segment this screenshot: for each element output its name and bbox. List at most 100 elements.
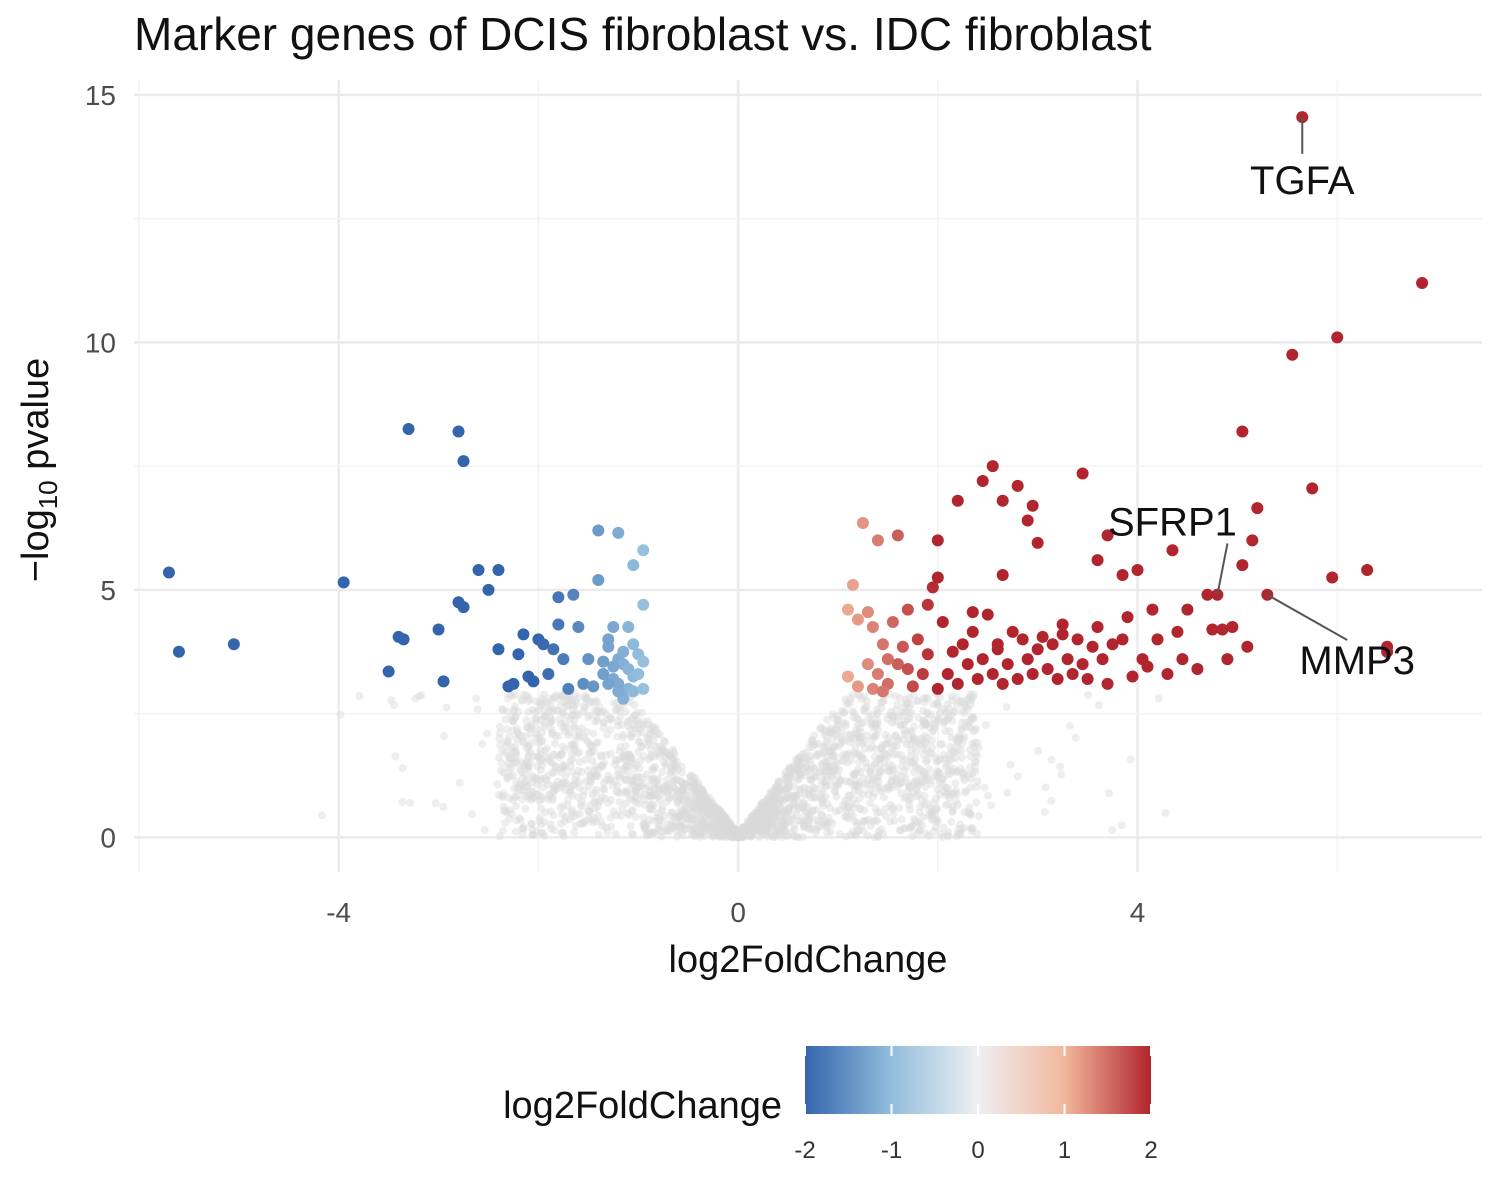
- nonsignificant-point: [555, 764, 564, 773]
- nonsignificant-point: [804, 766, 813, 775]
- nonsignificant-point: [717, 824, 726, 833]
- nonsignificant-point: [736, 827, 745, 836]
- nonsignificant-point: [921, 720, 930, 729]
- nonsignificant-point: [923, 708, 932, 717]
- nonsignificant-point: [551, 731, 560, 740]
- nonsignificant-point: [599, 718, 608, 727]
- nonsignificant-point: [727, 822, 736, 831]
- nonsignificant-point: [440, 732, 449, 741]
- nonsignificant-point: [932, 771, 941, 780]
- nonsignificant-point: [731, 828, 740, 837]
- significant-point: [1096, 653, 1109, 666]
- nonsignificant-point: [731, 830, 740, 839]
- nonsignificant-point: [787, 769, 796, 778]
- nonsignificant-point: [904, 781, 913, 790]
- nonsignificant-point: [547, 717, 556, 726]
- nonsignificant-point: [645, 800, 654, 809]
- nonsignificant-point: [854, 733, 863, 742]
- nonsignificant-point: [734, 831, 743, 840]
- x-axis-title: log2FoldChange: [669, 939, 948, 981]
- nonsignificant-point: [922, 829, 931, 838]
- significant-point: [592, 524, 605, 537]
- nonsignificant-point: [734, 831, 743, 840]
- nonsignificant-point: [870, 774, 879, 783]
- nonsignificant-point: [560, 761, 569, 770]
- nonsignificant-point: [747, 826, 756, 835]
- nonsignificant-point: [851, 799, 860, 808]
- nonsignificant-point: [781, 774, 790, 783]
- nonsignificant-point: [664, 793, 673, 802]
- nonsignificant-point: [627, 829, 636, 838]
- nonsignificant-point: [559, 828, 568, 837]
- nonsignificant-point: [987, 801, 996, 810]
- nonsignificant-point: [874, 778, 883, 787]
- nonsignificant-point: [591, 762, 600, 771]
- nonsignificant-point: [817, 759, 826, 768]
- nonsignificant-point: [512, 791, 521, 800]
- nonsignificant-point: [730, 828, 739, 837]
- nonsignificant-point: [666, 752, 675, 761]
- significant-point: [921, 598, 934, 611]
- nonsignificant-point: [631, 793, 640, 802]
- nonsignificant-point: [784, 807, 793, 816]
- nonsignificant-point: [700, 823, 709, 832]
- nonsignificant-point: [576, 819, 585, 828]
- nonsignificant-point: [644, 782, 653, 791]
- nonsignificant-point: [656, 749, 665, 758]
- nonsignificant-point: [615, 703, 624, 712]
- nonsignificant-point: [538, 794, 547, 803]
- nonsignificant-point: [536, 765, 545, 774]
- nonsignificant-point: [800, 822, 809, 831]
- nonsignificant-point: [596, 797, 605, 806]
- nonsignificant-point: [848, 707, 857, 716]
- nonsignificant-point: [585, 711, 594, 720]
- nonsignificant-point: [642, 733, 651, 742]
- nonsignificant-point: [706, 824, 715, 833]
- nonsignificant-point: [628, 795, 637, 804]
- nonsignificant-point: [719, 813, 728, 822]
- nonsignificant-point: [752, 820, 761, 829]
- nonsignificant-point: [765, 802, 774, 811]
- nonsignificant-point: [647, 787, 656, 796]
- significant-point: [901, 663, 914, 676]
- nonsignificant-point: [789, 800, 798, 809]
- nonsignificant-point: [496, 766, 505, 775]
- nonsignificant-point: [645, 724, 654, 733]
- nonsignificant-point: [888, 743, 897, 752]
- significant-point: [1056, 618, 1069, 631]
- significant-point: [1011, 672, 1024, 685]
- nonsignificant-point: [566, 784, 575, 793]
- nonsignificant-point: [835, 829, 844, 838]
- nonsignificant-point: [933, 804, 942, 813]
- nonsignificant-point: [697, 787, 706, 796]
- nonsignificant-point: [759, 798, 768, 807]
- nonsignificant-point: [862, 763, 871, 772]
- nonsignificant-point: [664, 785, 673, 794]
- nonsignificant-point: [697, 788, 706, 797]
- nonsignificant-point: [806, 755, 815, 764]
- nonsignificant-point: [960, 709, 969, 718]
- nonsignificant-point: [910, 777, 919, 786]
- nonsignificant-point: [718, 811, 727, 820]
- nonsignificant-point: [820, 758, 829, 767]
- nonsignificant-point: [902, 793, 911, 802]
- nonsignificant-point: [670, 813, 679, 822]
- nonsignificant-point: [526, 729, 535, 738]
- nonsignificant-point: [774, 788, 783, 797]
- nonsignificant-point: [826, 724, 835, 733]
- nonsignificant-point: [833, 720, 842, 729]
- nonsignificant-point: [733, 829, 742, 838]
- nonsignificant-point: [799, 817, 808, 826]
- nonsignificant-point: [964, 704, 973, 713]
- nonsignificant-point: [742, 826, 751, 835]
- nonsignificant-point: [701, 820, 710, 829]
- significant-point: [916, 668, 929, 680]
- nonsignificant-point: [799, 799, 808, 808]
- nonsignificant-point: [830, 742, 839, 751]
- nonsignificant-point: [724, 826, 733, 835]
- nonsignificant-point: [980, 783, 989, 792]
- nonsignificant-point: [839, 755, 848, 764]
- nonsignificant-point: [648, 765, 657, 774]
- nonsignificant-point: [518, 787, 527, 796]
- nonsignificant-point: [678, 768, 687, 777]
